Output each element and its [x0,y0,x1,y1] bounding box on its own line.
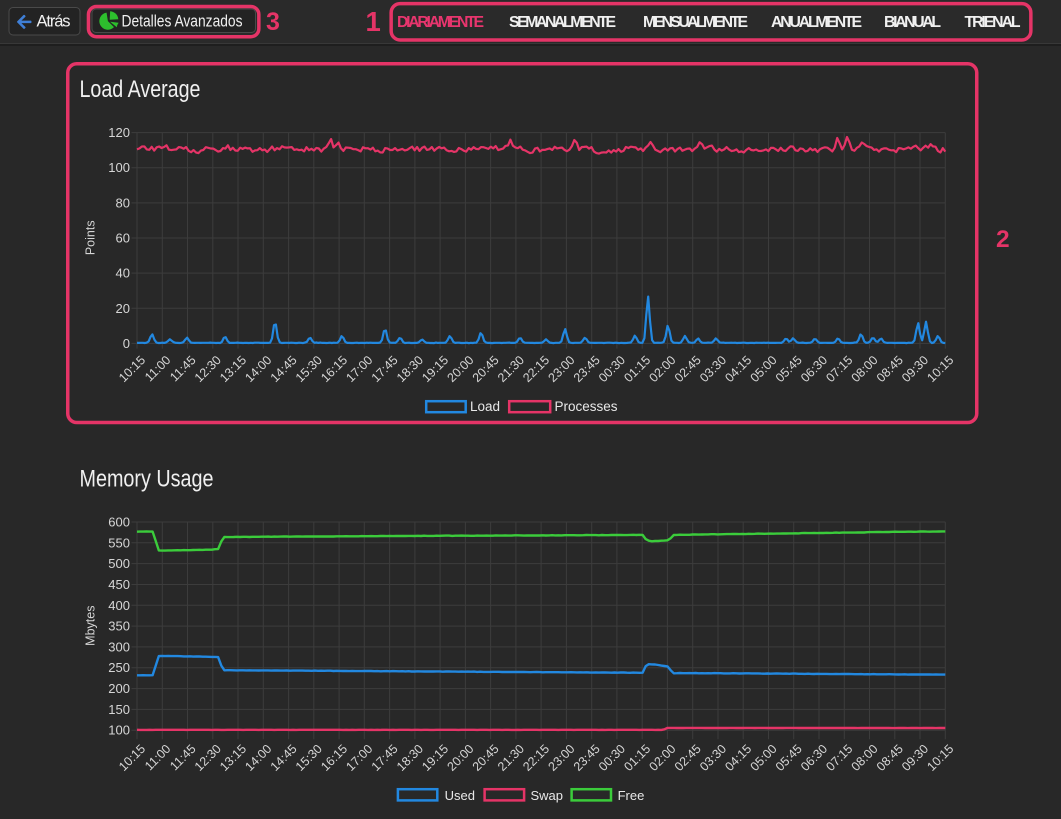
svg-text:600: 600 [108,515,130,530]
svg-text:0: 0 [123,336,130,351]
svg-text:2: 2 [996,226,1010,253]
svg-text:MENSUALMENTE: MENSUALMENTE [643,14,748,31]
svg-text:120: 120 [108,125,130,140]
svg-text:SEMANALMENTE: SEMANALMENTE [509,14,616,31]
svg-text:200: 200 [108,681,130,696]
svg-text:350: 350 [108,619,130,634]
svg-text:Used: Used [445,788,475,803]
svg-text:Mbytes: Mbytes [84,606,98,646]
svg-text:Swap: Swap [531,788,564,803]
svg-text:40: 40 [116,266,130,281]
svg-text:TRIENAL: TRIENAL [965,14,1021,31]
svg-text:Free: Free [618,788,645,803]
svg-text:Memory Usage: Memory Usage [80,465,214,492]
svg-text:Detalles Avanzados: Detalles Avanzados [122,13,243,31]
svg-text:150: 150 [108,702,130,717]
svg-text:100: 100 [108,160,130,175]
svg-text:BIANUAL: BIANUAL [884,14,941,31]
svg-text:Load: Load [470,399,500,414]
svg-text:80: 80 [116,195,130,210]
svg-text:500: 500 [108,556,130,571]
svg-text:Load Average: Load Average [80,76,201,103]
svg-text:Points: Points [84,220,98,255]
svg-text:400: 400 [108,598,130,613]
svg-text:20: 20 [116,301,130,316]
svg-text:Atrás: Atrás [37,13,71,31]
svg-text:250: 250 [108,660,130,675]
svg-text:300: 300 [108,639,130,654]
svg-text:3: 3 [266,8,280,36]
svg-text:Processes: Processes [555,399,618,414]
svg-text:450: 450 [108,577,130,592]
svg-text:100: 100 [108,723,130,738]
svg-text:60: 60 [116,231,130,246]
svg-text:DIARIAMENTE: DIARIAMENTE [397,14,484,31]
svg-text:1: 1 [366,6,381,37]
svg-text:550: 550 [108,535,130,550]
svg-text:ANUALMENTE: ANUALMENTE [771,14,862,31]
